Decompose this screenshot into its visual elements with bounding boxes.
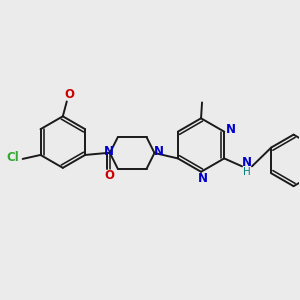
Text: N: N [242,156,252,169]
Text: N: N [104,146,114,158]
Text: O: O [104,169,114,182]
Text: N: N [226,123,236,136]
Text: N: N [198,172,208,185]
Text: O: O [65,88,75,101]
Text: H: H [243,167,251,177]
Text: N: N [153,146,164,158]
Text: Cl: Cl [6,152,19,164]
